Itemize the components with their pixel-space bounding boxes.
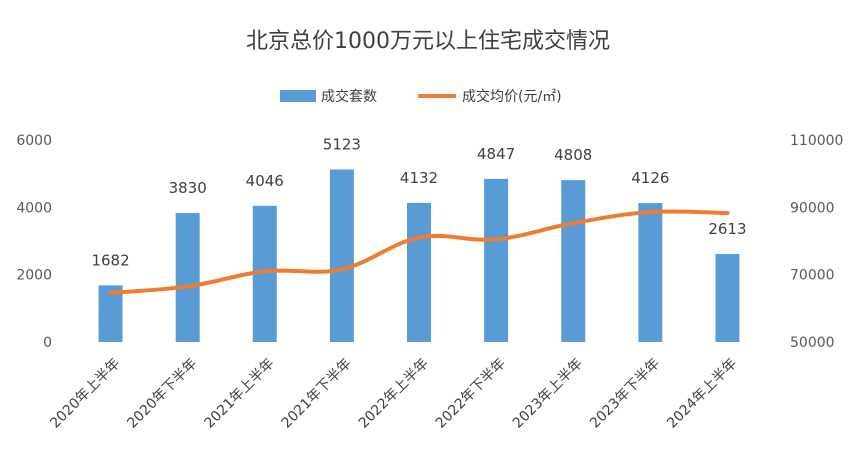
bar-data-label: 1682	[91, 251, 129, 269]
right-tick-label: 110000	[790, 133, 843, 149]
left-tick-label: 6000	[16, 133, 52, 149]
x-tick-label: 2023年上半年	[510, 356, 586, 432]
legend-swatch-count	[280, 90, 316, 102]
line-series	[108, 209, 730, 295]
bar-data-label: 5123	[323, 136, 361, 154]
right-tick-label: 70000	[790, 268, 835, 284]
bar	[484, 178, 509, 342]
chart-title: 北京总价1000万元以上住宅成交情况	[246, 29, 610, 54]
bar-data-label: 4847	[477, 145, 515, 163]
bar	[638, 203, 663, 342]
legend-label-count: 成交套数	[321, 88, 377, 105]
legend-label-price: 成交均价(元/㎡)	[462, 88, 562, 105]
bar-data-label: 2613	[708, 220, 746, 238]
x-tick-label: 2020年上半年	[47, 356, 123, 432]
right-tick-label: 50000	[790, 335, 835, 351]
data-labels: 1682 3830 4046 5123 4132 4847 4808 4126 2613	[91, 136, 746, 270]
bar-data-label: 4046	[246, 172, 284, 190]
left-tick-label: 4000	[16, 200, 52, 216]
bar	[407, 202, 431, 342]
right-axis: 50000 70000 90000 110000	[790, 133, 843, 351]
left-axis: 0 2000 4000 6000	[16, 133, 52, 351]
bar-data-label: 4132	[400, 169, 438, 187]
bar	[561, 180, 586, 342]
legend: 成交套数 成交均价(元/㎡)	[280, 88, 562, 105]
bar-data-label: 3830	[169, 179, 207, 197]
x-tick-label: 2022年上半年	[356, 356, 432, 432]
x-tick-label: 2024年上半年	[664, 356, 740, 432]
bar-data-label: 4808	[554, 146, 592, 164]
bar	[715, 254, 740, 342]
x-tick-label: 2020年下半年	[124, 356, 200, 432]
x-tick-label: 2022年下半年	[433, 356, 509, 432]
right-tick-label: 90000	[790, 200, 835, 216]
bar	[329, 169, 354, 342]
price-line	[108, 209, 730, 295]
x-tick-label: 2023年下半年	[587, 356, 663, 432]
left-tick-label: 2000	[16, 268, 52, 284]
x-tick-label: 2021年下半年	[279, 356, 355, 432]
x-tick-label: 2021年上半年	[201, 356, 277, 432]
bar-series	[98, 169, 740, 342]
bar	[175, 213, 200, 342]
bar-data-label: 4126	[631, 169, 669, 187]
x-axis: 2020年上半年 2020年下半年 2021年上半年 2021年下半年 2022年上半年…	[47, 356, 740, 432]
left-tick-label: 0	[43, 335, 52, 351]
